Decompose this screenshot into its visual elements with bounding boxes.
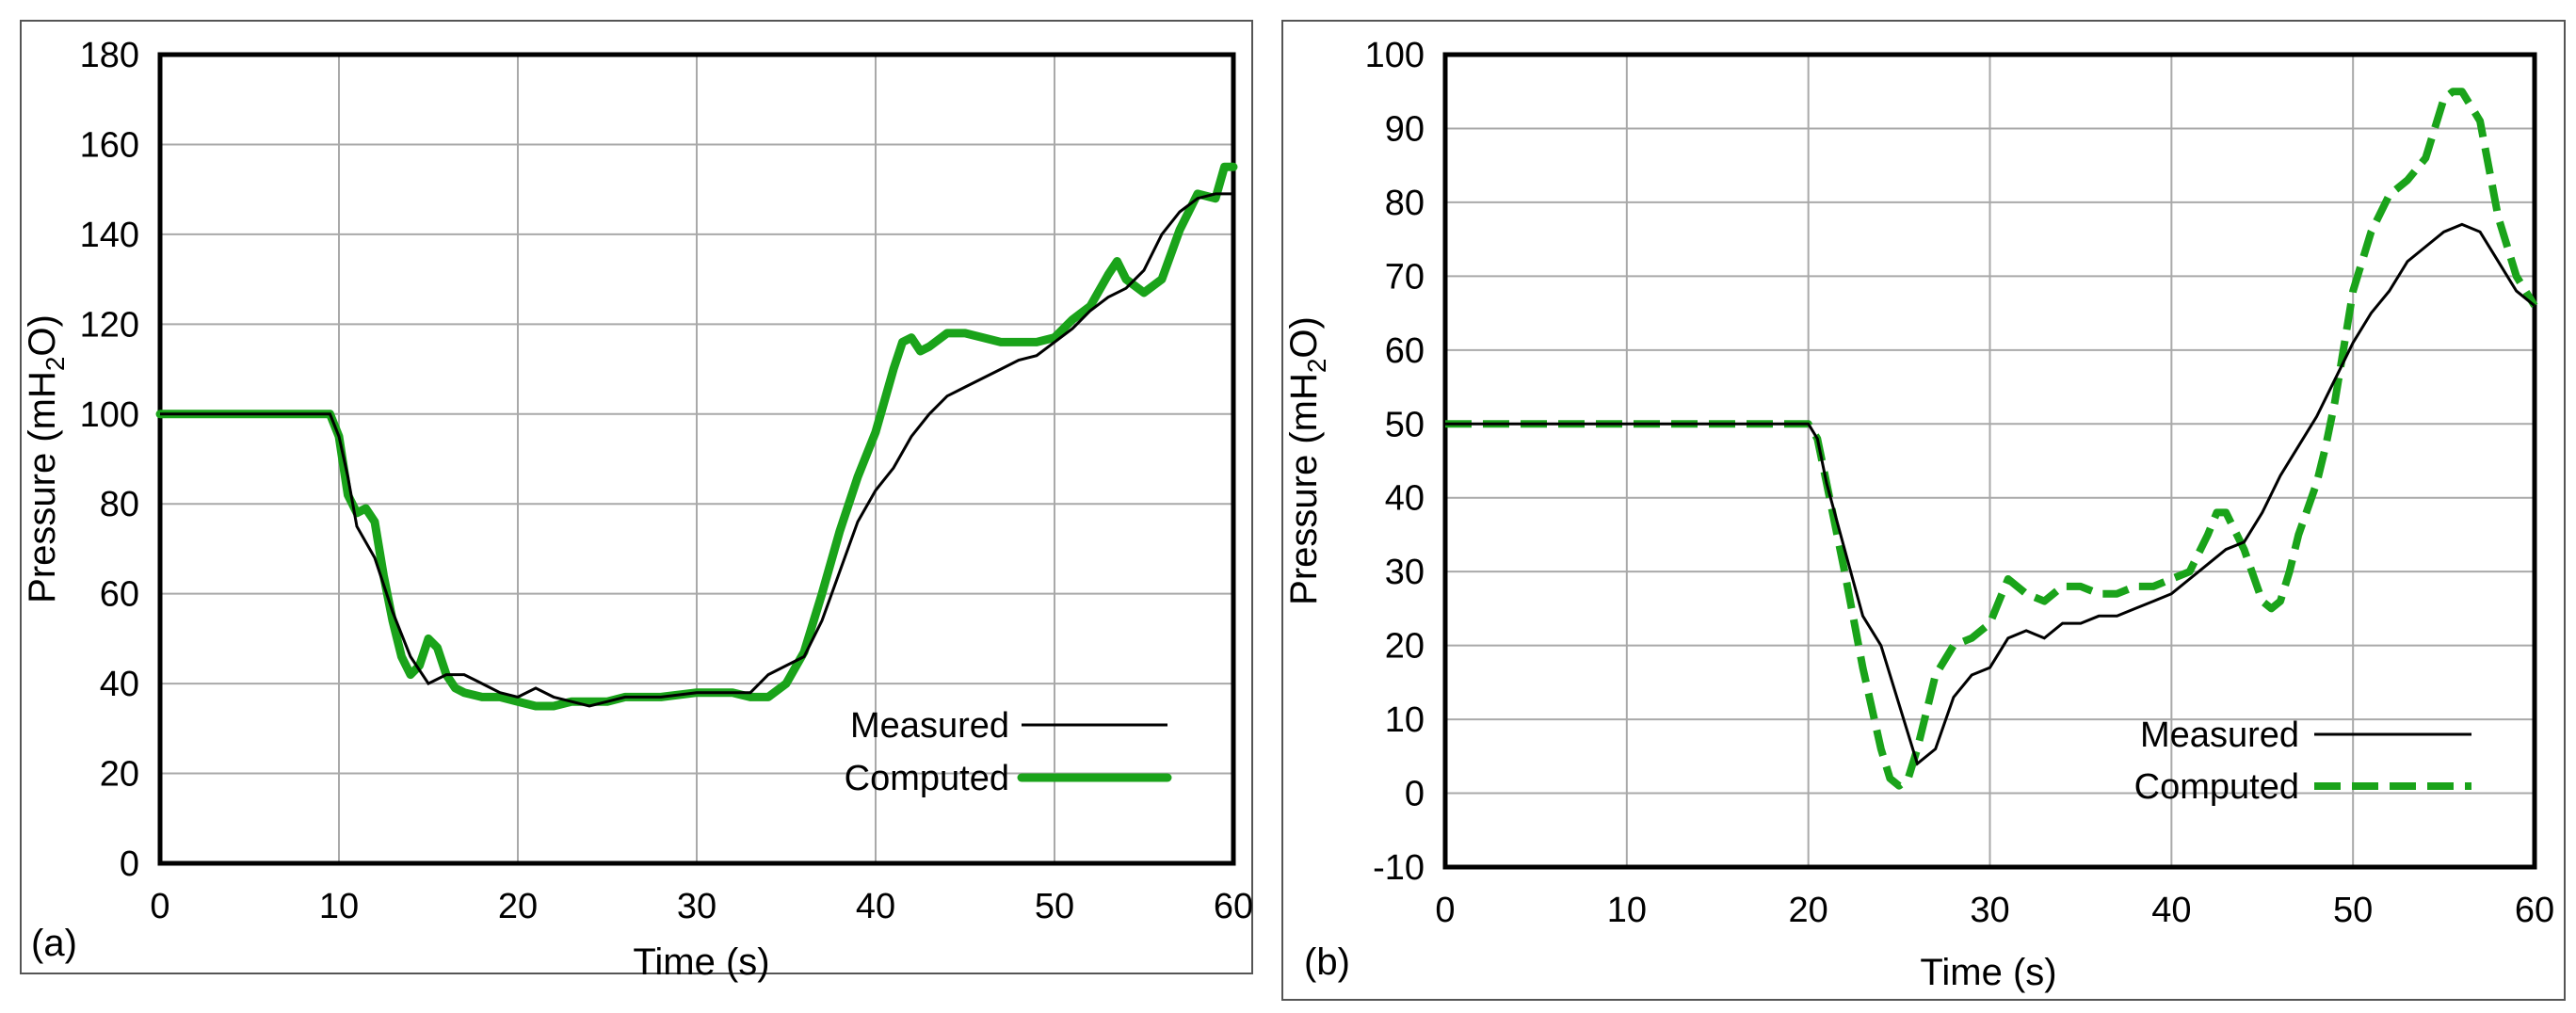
y-axis-label-subscript: 2 (1302, 359, 1331, 374)
y-tick-label: 40 (1385, 479, 1425, 519)
series-line-measured (1445, 222, 2536, 766)
legend-label-measured: Measured (2140, 716, 2299, 755)
x-tick-label: 10 (1607, 891, 1647, 930)
series-line-computed (155, 162, 1238, 711)
y-axis-label: Pressure (mH2O) (22, 314, 70, 603)
y-tick-label: 80 (100, 485, 139, 524)
y-tick-label: 160 (80, 125, 139, 165)
legend: Measured Computed (2134, 716, 2471, 807)
y-tick-label: 120 (80, 305, 139, 345)
y-axis-label-end: O) (1283, 316, 1325, 358)
y-tick-label: 140 (80, 216, 139, 255)
x-tick-label: 0 (1435, 891, 1455, 930)
y-tick-label: 50 (1385, 405, 1425, 444)
y-axis-label-subscript: 2 (40, 357, 70, 372)
y-tick-label: 60 (100, 575, 139, 615)
x-tick-label: 10 (319, 887, 359, 926)
y-tick-label: 0 (1405, 775, 1425, 814)
legend-label-computed: Computed (2134, 767, 2299, 807)
y-tick-label: 90 (1385, 109, 1425, 149)
y-tick-label: 70 (1385, 257, 1425, 297)
x-tick-label: 50 (2333, 891, 2373, 930)
gridlines (1445, 55, 2535, 867)
x-tick-label: 30 (1970, 891, 2009, 930)
chart-panel-a: 0 10 20 30 40 50 60 0 20 40 60 80 100 120 140 160 180 Tim… (20, 20, 1253, 983)
y-axis-label-main: Pressure (mH (22, 371, 63, 603)
y-tick-label: 80 (1385, 184, 1425, 223)
x-tick-label: 40 (856, 887, 895, 926)
panel-frame (20, 20, 1253, 974)
x-tick-label: 60 (2515, 891, 2554, 930)
plot-area-border (157, 52, 1236, 866)
y-tick-label: 20 (1385, 627, 1425, 667)
y-tick-label: 60 (1385, 331, 1425, 371)
y-axis-label: Pressure (mH2O) (1283, 316, 1331, 605)
legend: Measured Computed (845, 706, 1172, 798)
y-tick-label: 180 (80, 36, 139, 75)
legend-label-measured: Measured (850, 706, 1009, 746)
x-tick-label: 30 (677, 887, 716, 926)
x-tick-label: 60 (1214, 887, 1253, 926)
x-tick-label: 0 (150, 887, 169, 926)
y-tick-label: -10 (1373, 848, 1425, 888)
series-line-computed (1445, 88, 2538, 790)
y-axis-label-main: Pressure (mH (1283, 373, 1325, 605)
x-axis-label: Time (s) (1920, 952, 2056, 993)
y-tick-label: 10 (1385, 700, 1425, 740)
y-axis-label-end: O) (22, 314, 63, 356)
legend-label-computed: Computed (845, 759, 1009, 798)
x-tick-label: 40 (2151, 891, 2191, 930)
x-tick-label: 50 (1035, 887, 1074, 926)
y-tick-label: 100 (80, 395, 139, 435)
panel-label: (b) (1304, 941, 1350, 983)
panel-frame (1281, 20, 2566, 1001)
panel-label: (a) (31, 923, 77, 964)
gridlines (160, 55, 1233, 863)
y-tick-label: 20 (100, 755, 139, 795)
y-tick-label: 30 (1385, 553, 1425, 592)
chart-panel-b: 0 10 20 30 40 50 60 -10 0 10 20 30 40 50 60 70 80 90 100 Ti… (1281, 20, 2566, 1001)
series-line-measured (160, 192, 1233, 708)
y-tick-label: 40 (100, 665, 139, 704)
y-tick-label: 0 (120, 844, 139, 884)
x-tick-label: 20 (1789, 891, 1828, 930)
x-axis-label: Time (s) (633, 941, 769, 983)
y-tick-label: 100 (1365, 36, 1425, 75)
x-tick-label: 20 (498, 887, 538, 926)
plot-area-border (1442, 52, 2537, 870)
